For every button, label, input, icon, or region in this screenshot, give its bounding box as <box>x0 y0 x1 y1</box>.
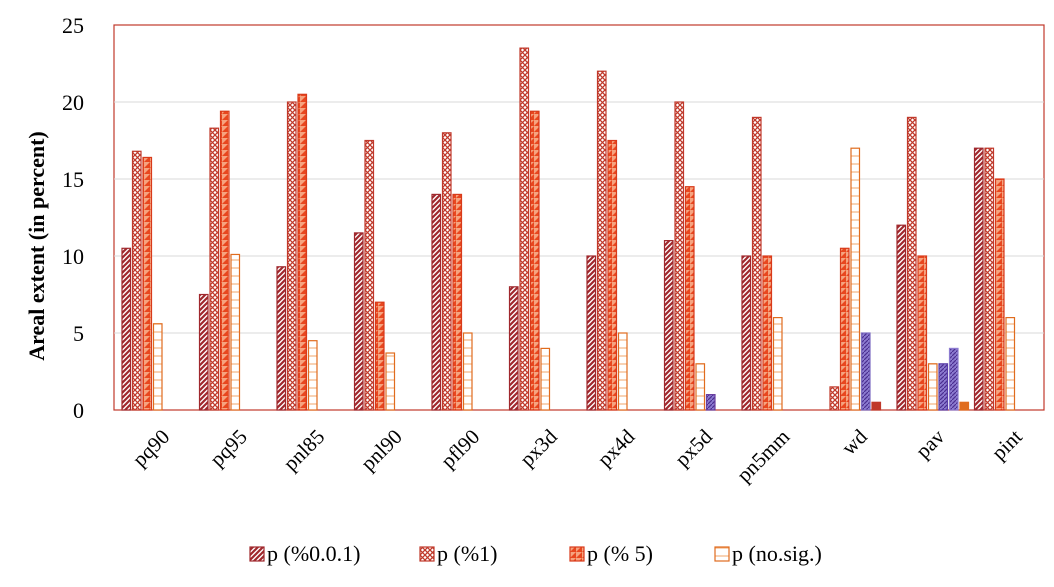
bar-px3d-series-1 <box>508 286 519 411</box>
bar-pnl90-series-3 <box>374 301 385 411</box>
bar-wd-series-4 <box>850 147 861 411</box>
bar-px3d-series-3 <box>529 110 540 411</box>
extra-bar-wd-2 <box>871 401 882 411</box>
y-tick-label: 5 <box>73 321 84 346</box>
bar-wd-series-2 <box>829 386 840 411</box>
x-tick-label: pq90 <box>128 425 175 472</box>
bar-px4d-series-3 <box>607 139 618 411</box>
bar-pint-series-2 <box>984 147 995 411</box>
bar-pn5mm-series-4 <box>772 317 783 411</box>
legend-label: p (%1) <box>437 541 497 566</box>
bar-pnl90-series-4 <box>385 352 396 411</box>
y-tick-label: 15 <box>62 167 84 192</box>
bar-px3d-series-4 <box>540 347 551 411</box>
y-axis-label: Areal extent (in percent) <box>24 131 49 361</box>
y-tick-label: 25 <box>62 13 84 38</box>
legend-swatch <box>249 546 265 562</box>
x-tick-label: px4d <box>593 424 640 471</box>
extra-bar-pav-2 <box>948 347 959 411</box>
legend-label: p (no.sig.) <box>732 541 822 566</box>
gridlines <box>114 101 1044 334</box>
bar-pav-series-1 <box>896 224 907 411</box>
x-tick-label: wd <box>837 424 872 459</box>
extra-bar-pav-3 <box>959 401 970 411</box>
bar-pq90-series-2 <box>131 150 142 411</box>
x-tick-label: pav <box>911 424 950 463</box>
bar-px5d-series-2 <box>674 101 685 411</box>
bar-pq95-series-3 <box>219 110 230 411</box>
extra-bar-wd-1 <box>860 332 871 411</box>
plot-border <box>113 24 1045 411</box>
bar-pnl85-series-4 <box>307 340 318 411</box>
bar-pq95-series-1 <box>198 293 209 411</box>
x-tick-label: pnl85 <box>278 425 329 476</box>
bar-pfl90-series-3 <box>452 193 463 411</box>
bar-pnl85-series-2 <box>286 101 297 411</box>
bar-pq95-series-4 <box>230 253 241 411</box>
bar-pq90-series-4 <box>152 323 163 411</box>
x-tick-label: pn5mm <box>732 425 794 487</box>
bar-pnl90-series-2 <box>364 139 375 411</box>
bar-pav-series-4 <box>927 363 938 411</box>
bar-px5d-series-4 <box>695 363 706 411</box>
bar-px4d-series-1 <box>586 255 597 411</box>
bar-pint-series-4 <box>1005 317 1016 411</box>
legend-swatch <box>419 546 435 562</box>
x-tick-label: px5d <box>670 424 717 471</box>
bar-pint-series-3 <box>994 178 1005 411</box>
legend-label: p (%0.0.1) <box>267 541 360 566</box>
legend: p (%0.0.1) p (%1) p (% 5) p (no.sig.) <box>249 541 822 566</box>
bar-px4d-series-4 <box>617 332 628 411</box>
bar-px3d-series-2 <box>519 47 530 411</box>
x-axis-ticks: pq90 pq95 pnl85 pnl90 pfl90 px3d px4d px5d pn5mm… <box>128 424 1027 487</box>
bar-pav-series-2 <box>906 116 917 411</box>
legend-label: p (% 5) <box>587 541 653 566</box>
y-tick-label: 0 <box>73 398 84 423</box>
bar-px4d-series-2 <box>596 70 607 411</box>
plot-area <box>113 24 1045 411</box>
bar-pnl90-series-1 <box>353 232 364 411</box>
y-tick-label: 20 <box>62 90 84 115</box>
bar-pfl90-series-4 <box>462 332 473 411</box>
bar-pfl90-series-2 <box>441 132 452 411</box>
bar-px5d-series-1 <box>663 240 674 411</box>
x-tick-label: pq95 <box>205 425 252 472</box>
bar-pfl90-series-1 <box>431 193 442 411</box>
bar-pn5mm-series-3 <box>762 255 773 411</box>
bar-pav-series-3 <box>917 255 928 411</box>
legend-swatch <box>569 546 585 562</box>
extra-bar-pav-1 <box>938 363 949 411</box>
extra-bar-px5d-1 <box>705 394 716 411</box>
bar-pq90-series-3 <box>142 156 153 411</box>
bar-pn5mm-series-2 <box>751 116 762 411</box>
bar-pq90-series-1 <box>121 247 132 411</box>
x-tick-label: pfl90 <box>436 425 484 473</box>
bar-px5d-series-3 <box>684 186 695 411</box>
x-tick-label: px3d <box>515 424 562 471</box>
legend-swatch <box>714 546 730 562</box>
bar-pn5mm-series-1 <box>741 255 752 411</box>
x-tick-label: pnl90 <box>356 425 407 476</box>
bar-pnl85-series-1 <box>276 266 287 411</box>
y-tick-label: 10 <box>62 244 84 269</box>
bar-pq95-series-2 <box>209 127 220 411</box>
bar-wd-series-3 <box>839 247 850 411</box>
bar-pint-series-1 <box>973 147 984 411</box>
y-axis-ticks: 0 5 10 15 20 25 <box>62 13 84 423</box>
bars <box>121 47 1016 411</box>
bar-pnl85-series-3 <box>297 93 308 411</box>
x-tick-label: pint <box>987 424 1027 464</box>
